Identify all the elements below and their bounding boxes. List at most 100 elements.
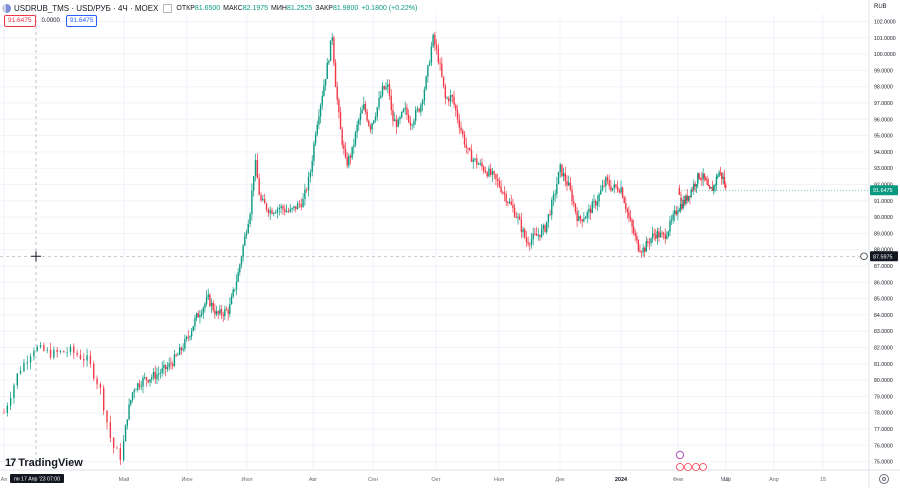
candle-body <box>557 171 560 185</box>
candle-body <box>392 110 394 122</box>
candle-body <box>694 183 696 187</box>
buy-button[interactable]: 91.6475 <box>65 15 98 27</box>
y-tick-label: 86.0000 <box>874 280 893 286</box>
candle-body <box>254 160 257 177</box>
candle-body <box>192 326 194 331</box>
candle-body <box>307 176 310 191</box>
candle-body <box>603 185 605 187</box>
candle-body <box>56 349 58 353</box>
add-alert-plus-icon[interactable] <box>860 252 868 260</box>
candle-body <box>636 235 638 240</box>
candle-body <box>197 313 199 318</box>
economic-event-flag-icon[interactable] <box>676 463 684 471</box>
candle-body <box>116 447 118 449</box>
candle-body <box>194 318 196 327</box>
candle-body <box>202 307 204 314</box>
candle-body <box>151 377 153 380</box>
candle-body <box>235 281 238 290</box>
candle-body <box>432 34 434 47</box>
candle-body <box>269 210 271 214</box>
candle-body <box>672 214 674 220</box>
candle-body <box>709 186 711 189</box>
candle-body <box>219 309 221 314</box>
candle-body <box>698 173 700 179</box>
candle-body <box>363 104 365 110</box>
candle-body <box>476 158 478 165</box>
candle-body <box>339 112 342 130</box>
candle-body <box>689 195 691 197</box>
candle-body <box>227 309 229 314</box>
candle-body <box>344 148 347 158</box>
candle-body <box>626 209 629 212</box>
candle-body <box>513 208 516 217</box>
economic-event-flag-icon[interactable] <box>699 463 707 471</box>
candle-body <box>578 216 580 221</box>
candle-body <box>467 147 469 149</box>
candle-body <box>493 171 495 175</box>
candle-body <box>138 383 141 387</box>
candle-body <box>562 173 565 177</box>
candle-body <box>678 187 681 195</box>
low-label: МИН <box>271 4 287 12</box>
low-value: 81.2525 <box>286 4 313 12</box>
x-tick-label: 15 <box>820 477 826 483</box>
x-tick-label: Авг <box>309 477 318 483</box>
candle-body <box>479 162 481 165</box>
candle-body <box>76 352 78 356</box>
y-tick-label: 99.0000 <box>874 68 893 74</box>
candle-body <box>239 264 241 273</box>
candle-body <box>262 199 264 201</box>
candle-body <box>276 209 279 213</box>
y-tick-label: 90.0000 <box>874 215 893 221</box>
candle-body <box>621 187 624 198</box>
candle-body <box>406 107 408 115</box>
tradingview-logo[interactable]: 17 TradingView <box>5 457 83 469</box>
candle-body <box>463 134 466 145</box>
candle-body <box>373 120 375 124</box>
candle-body <box>323 85 325 97</box>
y-tick-label: 76.0000 <box>874 443 893 449</box>
candle-body <box>710 187 712 189</box>
x-tick-label: Ап <box>1 477 8 483</box>
candle-body <box>86 355 88 361</box>
candle-body <box>409 122 412 126</box>
candle-body <box>361 109 363 114</box>
candle-body <box>311 161 313 173</box>
candle-body <box>418 108 420 112</box>
candle-body <box>364 104 367 112</box>
candle-body <box>135 389 137 391</box>
candle-body <box>686 195 688 201</box>
candle-body <box>156 374 158 380</box>
candle-body <box>130 400 132 405</box>
candle-body <box>244 235 246 246</box>
candle-body <box>214 310 216 315</box>
currency-label[interactable]: RUB <box>874 4 887 10</box>
chart-settings-gear-icon[interactable] <box>879 474 889 484</box>
y-tick-label: 85.0000 <box>874 297 893 303</box>
economic-event-flag-icon[interactable] <box>684 463 692 471</box>
candle-body <box>319 104 322 117</box>
candle-body <box>576 211 578 221</box>
candle-body <box>723 176 726 185</box>
candle-body <box>437 49 440 63</box>
candle-body <box>353 144 355 147</box>
event-lightning-icon[interactable] <box>676 450 685 459</box>
candle-body <box>611 187 614 191</box>
candle-body <box>302 198 304 208</box>
candle-body <box>359 113 362 120</box>
alert-bell-icon[interactable] <box>163 3 173 13</box>
candle-body <box>376 107 378 117</box>
candle-body <box>66 352 68 353</box>
candle-body <box>539 234 541 237</box>
candle-body <box>583 218 585 222</box>
sell-button[interactable]: 91.6475 <box>4 15 36 27</box>
y-tick-label: 77.0000 <box>874 427 893 433</box>
candle-body <box>532 233 534 240</box>
candle-body <box>561 164 563 177</box>
symbol-title[interactable]: USDRUB_TMS · USD/РУБ · 4Ч · MOEX <box>14 3 159 13</box>
candle-body <box>674 210 676 215</box>
economic-event-flag-icon[interactable] <box>692 463 700 471</box>
candle-body <box>124 425 127 442</box>
